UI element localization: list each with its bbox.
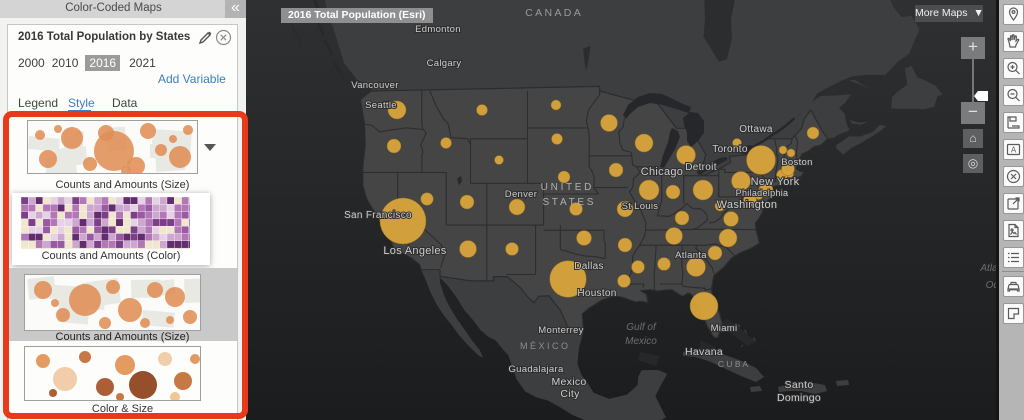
svg-text:San Francisco: San Francisco [344,210,412,221]
svg-text:Atla: Atla [979,263,998,274]
svg-text:Miami: Miami [711,323,738,334]
svg-text:Atlanta: Atlanta [675,250,707,261]
svg-text:Gulf of: Gulf of [626,322,657,333]
svg-text:Mexico: Mexico [625,336,657,347]
svg-text:Calgary: Calgary [427,58,462,69]
svg-text:S T A T E S: S T A T E S [543,197,594,208]
svg-text:St Louis: St Louis [622,201,659,212]
svg-text:City: City [560,388,580,400]
svg-text:C U B A: C U B A [718,359,749,369]
svg-text:Havana: Havana [685,346,723,358]
svg-text:Denver: Denver [505,189,537,200]
svg-text:Guadalajara: Guadalajara [508,364,563,375]
svg-text:Mexico: Mexico [551,376,586,388]
svg-text:Philadelphia: Philadelphia [736,188,789,198]
svg-text:Seattle: Seattle [365,100,397,111]
svg-text:Boston: Boston [781,157,812,168]
svg-text:Toronto: Toronto [712,144,748,155]
svg-text:Ottawa: Ottawa [739,124,773,135]
svg-text:U N I T E D: U N I T E D [541,182,592,193]
svg-text:Vancouver: Vancouver [351,80,398,91]
svg-text:Washington: Washington [717,199,778,211]
svg-text:Edmonton: Edmonton [415,24,461,35]
svg-text:Domingo: Domingo [777,392,821,404]
svg-text:Houston: Houston [577,288,616,299]
svg-text:M É X I C O: M É X I C O [520,341,568,351]
svg-text:Dallas: Dallas [574,261,604,272]
svg-text:C A N A D A: C A N A D A [525,7,580,19]
svg-text:Oc: Oc [986,280,999,291]
svg-text:Monterrey: Monterrey [538,325,583,336]
svg-text:Santo: Santo [785,379,814,391]
svg-text:Chicago: Chicago [641,166,683,178]
svg-text:Los Angeles: Los Angeles [383,245,446,257]
svg-text:New York: New York [751,176,800,188]
svg-text:A: A [1011,146,1017,155]
svg-text:Detroit: Detroit [685,162,717,173]
